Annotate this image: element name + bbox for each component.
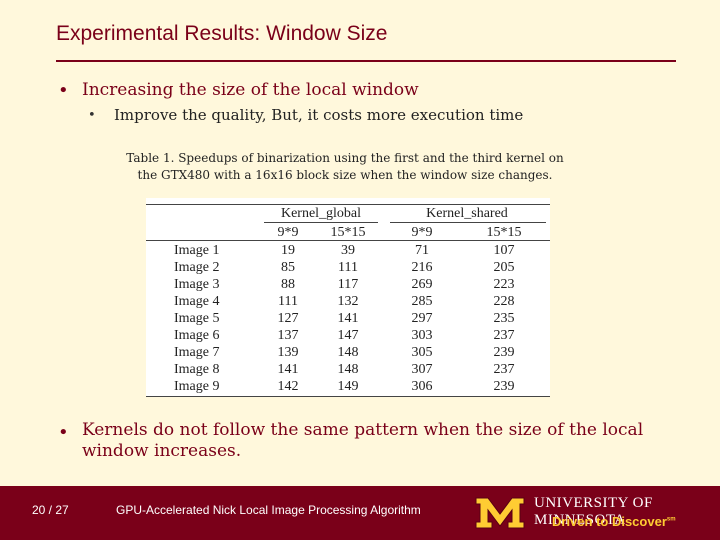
table-cell: 39	[341, 243, 355, 258]
table-cell: 148	[337, 362, 359, 377]
table-cell: 239	[493, 379, 515, 394]
table-cell: 137	[277, 328, 299, 343]
table-cell: 223	[493, 277, 515, 292]
table-cell: 148	[337, 345, 359, 360]
table-cell: 239	[493, 345, 515, 360]
table-cell: 111	[338, 260, 358, 275]
table-cell: 132	[337, 294, 359, 309]
table-cell: 71	[415, 243, 429, 258]
sub-header: 15*15	[330, 225, 366, 240]
row-label: Image 2	[174, 260, 220, 275]
table-cell: 147	[337, 328, 359, 343]
tagline: Driven to Discoversm	[552, 514, 676, 529]
table-cell: 235	[493, 311, 515, 326]
table-cell: 305	[411, 345, 433, 360]
table-rule	[146, 240, 550, 241]
table-cell: 307	[411, 362, 433, 377]
table-cell: 269	[411, 277, 433, 292]
bullet-icon: •	[58, 80, 69, 101]
table-rule	[146, 396, 550, 397]
table-cell: 149	[337, 379, 359, 394]
university-name: UNIVERSITY OF MINNESOTA	[534, 495, 653, 528]
footer-bar: 20 / 27 GPU-Accelerated Nick Local Image…	[0, 486, 720, 540]
sub-header: 9*9	[277, 225, 299, 240]
sub-header: 15*15	[486, 225, 522, 240]
bullet-text: Kernels do not follow the same pattern w…	[82, 420, 644, 461]
table-rule	[264, 222, 378, 223]
table-rule	[390, 222, 546, 223]
table-cell: 297	[411, 311, 433, 326]
title-divider	[56, 60, 676, 62]
bullet-text: Increasing the size of the local window	[82, 80, 419, 100]
table-cell: 127	[277, 311, 299, 326]
table-cell: 19	[281, 243, 295, 258]
row-label: Image 4	[174, 294, 220, 309]
sub-header: 9*9	[411, 225, 433, 240]
table-cell: 117	[337, 277, 359, 292]
tagline-mark: sm	[666, 516, 676, 523]
caption-line: the GTX480 with a 16x16 block size when …	[137, 168, 553, 182]
table-cell: 141	[337, 311, 359, 326]
table-cell: 107	[493, 243, 515, 258]
row-label: Image 3	[174, 277, 220, 292]
page-number: 20 / 27	[32, 503, 69, 517]
table-cell: 85	[281, 260, 295, 275]
row-label: Image 9	[174, 379, 220, 394]
table-cell: 142	[277, 379, 299, 394]
tagline-text: Driven to Discover	[552, 514, 667, 529]
table-cell: 306	[411, 379, 433, 394]
row-label: Image 8	[174, 362, 220, 377]
row-label: Image 6	[174, 328, 220, 343]
table-cell: 237	[493, 362, 515, 377]
table-cell: 111	[278, 294, 298, 309]
table-cell: 228	[493, 294, 515, 309]
sub-bullet-icon: •	[88, 108, 96, 123]
table-cell: 285	[411, 294, 433, 309]
row-label: Image 7	[174, 345, 220, 360]
table-cell: 141	[277, 362, 299, 377]
group-header: Kernel_shared	[426, 206, 508, 221]
university-m-logo	[475, 497, 525, 529]
bullet-icon: •	[58, 422, 69, 443]
table-cell: 216	[411, 260, 433, 275]
row-label: Image 5	[174, 311, 220, 326]
speedup-table: Kernel_global Kernel_shared 9*9 15*15 9*…	[146, 198, 550, 397]
footer-title: GPU-Accelerated Nick Local Image Process…	[116, 503, 421, 517]
row-label: Image 1	[174, 243, 220, 258]
table-caption: Table 1. Speedups of binarization using …	[90, 150, 600, 184]
table-cell: 139	[277, 345, 299, 360]
table-cell: 205	[493, 260, 515, 275]
table-cell: 237	[493, 328, 515, 343]
group-header: Kernel_global	[280, 206, 362, 221]
sub-bullet-text: Improve the quality, But, it costs more …	[114, 106, 524, 124]
table-cell: 303	[411, 328, 433, 343]
slide-title: Experimental Results: Window Size	[56, 22, 388, 45]
caption-line: Table 1. Speedups of binarization using …	[126, 151, 564, 165]
table-cell: 88	[281, 277, 295, 292]
table-rule	[146, 204, 550, 205]
